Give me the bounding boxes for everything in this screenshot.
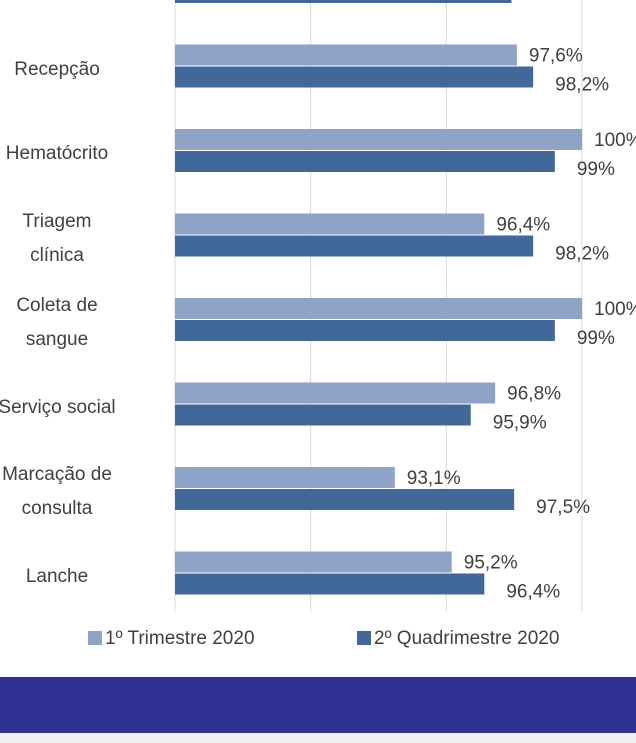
value-label: 99% bbox=[577, 159, 615, 180]
category-label: Recepção bbox=[14, 58, 100, 80]
category-label: Serviço social bbox=[0, 396, 116, 418]
value-label: 95,9% bbox=[493, 413, 547, 434]
value-label: 96,8% bbox=[507, 384, 561, 405]
value-label: 98,2% bbox=[555, 75, 609, 96]
bar bbox=[175, 320, 555, 341]
value-label: 96,4% bbox=[496, 215, 550, 236]
bar bbox=[175, 489, 515, 510]
bar bbox=[175, 44, 517, 66]
value-label: 97,6% bbox=[529, 46, 583, 67]
value-label: 93,1% bbox=[407, 468, 461, 489]
value-label: 97,5% bbox=[536, 497, 590, 518]
bar bbox=[175, 573, 485, 595]
bar bbox=[175, 298, 582, 319]
bar bbox=[175, 467, 395, 488]
category-label: Triagem clínica bbox=[22, 210, 92, 266]
bar bbox=[175, 0, 512, 3]
category-label: Lanche bbox=[25, 565, 89, 587]
value-label: 99% bbox=[577, 328, 615, 349]
value-label: 95,2% bbox=[464, 553, 518, 574]
category-label: Marcação de consulta bbox=[2, 464, 112, 519]
legend-swatch bbox=[88, 631, 102, 645]
bar bbox=[175, 551, 452, 573]
legend-swatch bbox=[357, 631, 371, 645]
bar bbox=[175, 382, 496, 404]
chart: 97,6%98,2%100%99%96,4%98,2%100%99%96,8%9… bbox=[88, 0, 636, 649]
value-label: 96,4% bbox=[506, 582, 560, 603]
footer-band bbox=[0, 677, 636, 733]
value-label: 98,2% bbox=[555, 244, 609, 265]
category-label: médico bbox=[0, 0, 157, 2]
footer-strip bbox=[0, 733, 636, 743]
bar bbox=[175, 235, 534, 257]
category-label: Hematócrito bbox=[5, 143, 109, 164]
value-label: 100% bbox=[594, 299, 636, 320]
bar bbox=[175, 66, 534, 88]
bar bbox=[175, 404, 471, 426]
legend-label: 2º Quadrimestre 2020 bbox=[374, 628, 559, 649]
category-label: Coleta de sangue bbox=[16, 295, 98, 350]
bar bbox=[175, 213, 485, 235]
bar bbox=[175, 151, 555, 172]
bar bbox=[175, 129, 582, 150]
value-label: 100% bbox=[594, 130, 636, 151]
legend-label: 1º Trimestre 2020 bbox=[105, 628, 255, 649]
